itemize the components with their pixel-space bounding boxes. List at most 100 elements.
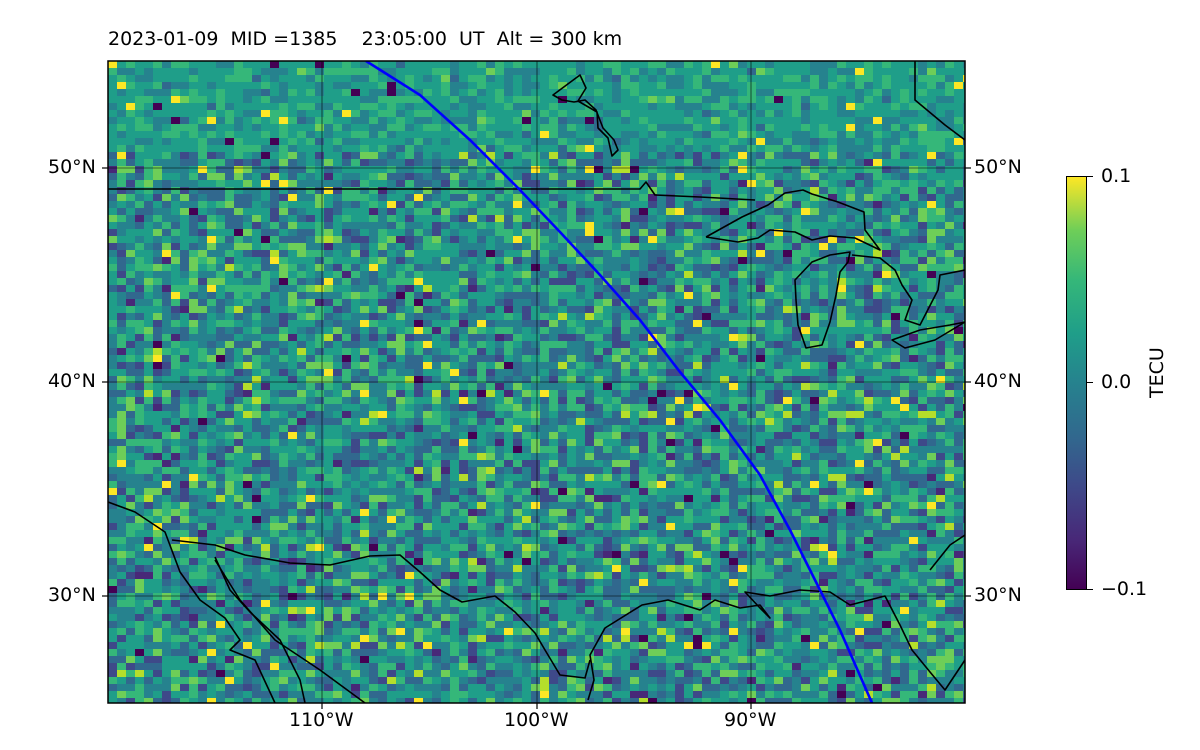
tec-cell [171, 264, 180, 271]
tec-cell [936, 222, 945, 229]
tec-cell [657, 404, 666, 411]
tec-cell [567, 236, 576, 243]
tec-cell [252, 208, 261, 215]
tec-cell [432, 327, 441, 334]
tec-cell [693, 250, 702, 257]
tec-cell [324, 313, 333, 320]
tec-cell [225, 187, 234, 194]
tec-cell [324, 82, 333, 89]
tec-cell [477, 243, 486, 250]
tec-cell [153, 278, 162, 285]
tec-cell [765, 292, 774, 299]
tec-cell [360, 208, 369, 215]
tec-cell [594, 390, 603, 397]
tec-cell [405, 145, 414, 152]
tec-cell [657, 299, 666, 306]
tec-cell [495, 348, 504, 355]
tec-cell [936, 285, 945, 292]
tec-cell [630, 96, 639, 103]
tec-cell [756, 327, 765, 334]
tec-cell [945, 390, 954, 397]
tec-cell [531, 278, 540, 285]
tec-cell [810, 404, 819, 411]
tec-cell [261, 299, 270, 306]
tec-cell [585, 376, 594, 383]
tec-cell [756, 173, 765, 180]
tec-cell [279, 124, 288, 131]
tec-cell [360, 383, 369, 390]
tec-cell [234, 208, 243, 215]
tec-cell [630, 89, 639, 96]
tec-cell [918, 285, 927, 292]
tec-cell [576, 124, 585, 131]
tec-cell [450, 348, 459, 355]
tec-cell [144, 68, 153, 75]
tec-cell [585, 131, 594, 138]
tec-cell [738, 145, 747, 152]
tec-cell [909, 82, 918, 89]
tec-cell [693, 180, 702, 187]
tec-cell [243, 194, 252, 201]
tec-cell [774, 201, 783, 208]
tec-cell [909, 250, 918, 257]
tec-cell [495, 222, 504, 229]
tec-cell [819, 264, 828, 271]
tec-cell [864, 152, 873, 159]
tec-cell [351, 341, 360, 348]
tec-cell [522, 369, 531, 376]
tec-cell [279, 250, 288, 257]
tec-cell [486, 348, 495, 355]
tec-cell [900, 131, 909, 138]
tec-cell [864, 68, 873, 75]
tec-cell [252, 61, 261, 68]
tec-cell [432, 271, 441, 278]
tec-cell [108, 348, 117, 355]
tec-cell [792, 362, 801, 369]
tec-cell [189, 138, 198, 145]
tec-cell [630, 208, 639, 215]
tec-cell [873, 229, 882, 236]
tec-cell [558, 327, 567, 334]
tec-cell [909, 89, 918, 96]
tec-cell [954, 285, 963, 292]
tec-cell [765, 110, 774, 117]
tec-cell [171, 138, 180, 145]
tec-cell [729, 369, 738, 376]
tec-cell [828, 82, 837, 89]
tec-cell [432, 411, 441, 418]
tec-cell [630, 362, 639, 369]
tec-cell [108, 110, 117, 117]
tec-cell [378, 131, 387, 138]
tec-cell [603, 145, 612, 152]
tec-cell [252, 355, 261, 362]
tec-cell [378, 306, 387, 313]
tec-cell [198, 341, 207, 348]
tec-cell [900, 320, 909, 327]
tec-cell [162, 397, 171, 404]
tec-cell [738, 194, 747, 201]
tec-cell [549, 194, 558, 201]
tec-cell [594, 327, 603, 334]
tec-cell [180, 292, 189, 299]
tec-cell [738, 250, 747, 257]
tec-cell [792, 236, 801, 243]
tec-cell [693, 341, 702, 348]
tec-cell [396, 411, 405, 418]
tec-cell [207, 320, 216, 327]
tec-cell [378, 124, 387, 131]
tec-cell [918, 166, 927, 173]
tec-cell [306, 257, 315, 264]
tec-cell [252, 194, 261, 201]
tec-cell [882, 418, 891, 425]
tec-cell [477, 145, 486, 152]
tec-cell [729, 250, 738, 257]
tec-cell [459, 222, 468, 229]
tec-cell [207, 68, 216, 75]
tec-cell [369, 264, 378, 271]
tec-cell [819, 222, 828, 229]
tec-cell [198, 362, 207, 369]
tec-cell [837, 376, 846, 383]
tec-cell [891, 82, 900, 89]
tec-cell [216, 411, 225, 418]
tec-cell [549, 320, 558, 327]
